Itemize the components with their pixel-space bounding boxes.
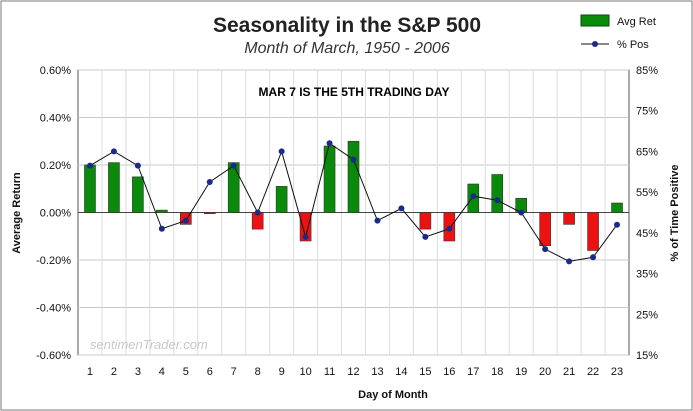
legend-label-pct-pos: % Pos xyxy=(617,39,649,51)
x-tick-label: 9 xyxy=(279,366,285,378)
pct-pos-point-day-12 xyxy=(350,156,357,163)
x-tick-label: 19 xyxy=(515,366,527,378)
pct-pos-point-day-15 xyxy=(422,233,429,240)
pct-pos-point-day-23 xyxy=(614,221,621,228)
y2-tick-label: 55% xyxy=(636,187,658,199)
bar-day-3 xyxy=(132,176,144,213)
legend-marker-swatch xyxy=(592,41,598,47)
x-tick-label: 13 xyxy=(371,366,383,378)
pct-pos-point-day-16 xyxy=(446,225,453,232)
bar-day-11 xyxy=(323,145,336,213)
bar-day-21 xyxy=(563,212,575,225)
pct-pos-markers xyxy=(86,140,621,265)
x-tick-label: 18 xyxy=(491,366,503,378)
pct-pos-point-day-10 xyxy=(302,233,309,240)
pct-pos-point-day-19 xyxy=(518,209,525,216)
legend: Avg Ret % Pos xyxy=(580,14,656,51)
pct-pos-point-day-22 xyxy=(590,254,597,261)
pct-pos-point-day-14 xyxy=(398,205,405,212)
pct-pos-point-day-6 xyxy=(206,178,213,185)
bar-day-15 xyxy=(419,212,432,230)
bar-day-2 xyxy=(108,162,120,213)
pct-pos-point-day-20 xyxy=(542,246,549,253)
x-tick-label: 12 xyxy=(347,366,359,378)
x-tick-label: 22 xyxy=(587,366,599,378)
x-tick-label: 6 xyxy=(207,366,213,378)
bar-day-23 xyxy=(611,202,623,213)
chart-title: Seasonality in the S&P 500 xyxy=(213,14,481,37)
bar-day-1 xyxy=(84,164,96,213)
bar-day-4 xyxy=(156,209,168,213)
x-tick-label: 8 xyxy=(255,366,261,378)
x-axis: 1 2 3 4 5 6 7 8 9 10 11 12 13 14 15 16 17 18 19 20 21 22 23 xyxy=(87,366,623,378)
x-tick-label: 16 xyxy=(443,366,455,378)
x-tick-label: 7 xyxy=(231,366,237,378)
bar-day-10 xyxy=(299,212,312,242)
y-axis-left: 0.60% 0.40% 0.20% 0.00% -0.20% -0.40% -0.60% xyxy=(36,65,71,362)
y2-tick-label: 25% xyxy=(636,309,658,321)
x-tick-label: 5 xyxy=(183,366,189,378)
pct-pos-point-day-13 xyxy=(374,217,381,224)
bar-day-12 xyxy=(347,140,360,213)
bar-day-9 xyxy=(275,186,288,213)
y2-axis-title: % of Time Positive xyxy=(669,165,681,262)
pct-pos-point-day-17 xyxy=(470,193,477,200)
bar-day-22 xyxy=(587,212,599,251)
y-tick-label: -0.60% xyxy=(36,350,71,362)
y-tick-label: 0.00% xyxy=(40,208,71,220)
y2-tick-label: 45% xyxy=(636,228,658,240)
x-tick-label: 14 xyxy=(395,366,407,378)
y2-tick-label: 15% xyxy=(636,350,658,362)
x-tick-label: 20 xyxy=(539,366,551,378)
chart-subtitle: Month of March, 1950 - 2006 xyxy=(244,40,450,57)
y2-tick-label: 75% xyxy=(636,106,658,118)
x-tick-label: 15 xyxy=(419,366,431,378)
watermark: sentimenTrader.com xyxy=(90,337,208,352)
x-tick-label: 10 xyxy=(299,366,311,378)
pct-pos-point-day-2 xyxy=(110,148,117,155)
pct-pos-point-day-18 xyxy=(494,197,501,204)
bar-day-7 xyxy=(227,162,240,213)
x-tick-label: 2 xyxy=(111,366,117,378)
y-tick-label: -0.20% xyxy=(36,255,71,267)
y2-tick-label: 65% xyxy=(636,146,658,158)
x-tick-label: 23 xyxy=(611,366,623,378)
pct-pos-point-day-1 xyxy=(86,162,93,169)
bar-day-20 xyxy=(539,212,551,247)
annotation: MAR 7 IS THE 5TH TRADING DAY xyxy=(259,85,450,99)
y-tick-label: 0.20% xyxy=(40,160,71,172)
y-tick-label: 0.60% xyxy=(40,65,71,77)
pct-pos-point-day-3 xyxy=(134,162,141,169)
pct-pos-point-day-4 xyxy=(158,225,165,232)
x-tick-label: 17 xyxy=(467,366,479,378)
x-tick-label: 21 xyxy=(563,366,575,378)
legend-label-avg-ret: Avg Ret xyxy=(617,16,656,28)
y-tick-label: -0.40% xyxy=(36,303,71,315)
y-axis-right: 85% 75% 65% 55% 45% 35% 25% 15% xyxy=(636,65,658,362)
x-axis-title: Day of Month xyxy=(358,389,428,401)
x-tick-label: 4 xyxy=(159,366,165,378)
pct-pos-point-day-8 xyxy=(254,209,261,216)
pct-pos-point-day-5 xyxy=(182,217,189,224)
y-axis-title: Average Return xyxy=(11,172,23,254)
y-tick-label: 0.40% xyxy=(40,113,71,125)
pct-pos-point-day-9 xyxy=(278,148,285,155)
pct-pos-point-day-21 xyxy=(566,258,573,265)
pct-pos-point-day-11 xyxy=(326,140,333,147)
bar-day-18 xyxy=(491,174,504,213)
bar-day-6 xyxy=(203,212,216,214)
pct-pos-point-day-7 xyxy=(230,162,237,169)
y2-tick-label: 35% xyxy=(636,269,658,281)
x-tick-label: 11 xyxy=(324,366,335,378)
legend-bar-swatch xyxy=(580,14,610,27)
y2-tick-label: 85% xyxy=(636,65,658,77)
x-tick-label: 1 xyxy=(87,366,93,378)
x-tick-label: 3 xyxy=(135,366,141,378)
